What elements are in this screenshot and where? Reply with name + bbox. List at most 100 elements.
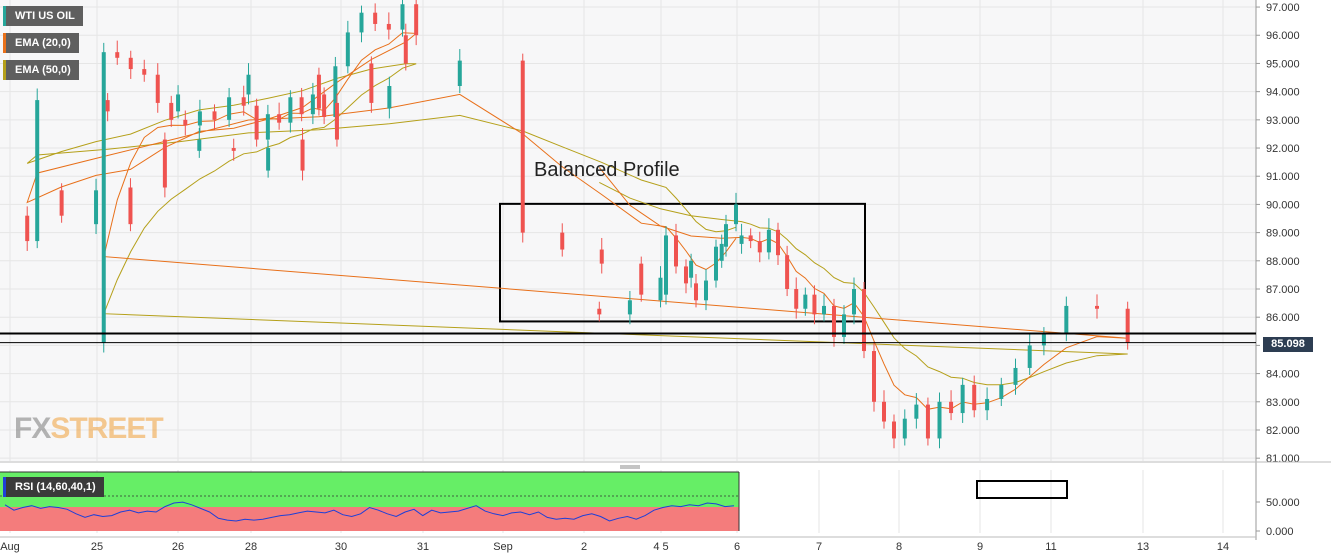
- candle-body: [1041, 334, 1046, 346]
- price-tick-label: 81.000: [1266, 453, 1300, 465]
- candle-body: [359, 12, 364, 33]
- balanced-profile-box: [499, 202, 866, 323]
- price-tick-label: 82.000: [1266, 425, 1300, 437]
- candle-body: [373, 12, 378, 24]
- candle-body: [59, 190, 64, 216]
- candle-body: [128, 57, 133, 70]
- price-plot-area: [0, 0, 1256, 461]
- symbol-legend[interactable]: WTI US OIL: [3, 6, 83, 26]
- candle-body: [265, 114, 270, 140]
- candle-body: [176, 94, 181, 112]
- rsi-highlight-box: [976, 480, 1068, 499]
- candle-body: [128, 187, 133, 225]
- candle-body: [674, 235, 678, 267]
- price-axis: 97.000 96.000 95.000 94.000 93.000 92.000 91.0…: [1255, 0, 1300, 540]
- candle-body: [322, 94, 327, 118]
- candle-body: [704, 280, 708, 301]
- fxstreet-logo: FXSTREET: [14, 412, 164, 445]
- candle-body: [183, 119, 188, 126]
- candle-body: [1027, 345, 1032, 368]
- rsi-legend[interactable]: RSI (14,60,40,1): [3, 477, 104, 497]
- rsi-tick-label: 0.000: [1266, 526, 1294, 538]
- pane-divider[interactable]: [620, 465, 640, 469]
- candle-body: [169, 102, 174, 120]
- candle-body: [310, 94, 315, 115]
- candle-body: [212, 111, 217, 120]
- price-tick-label: 96.000: [1266, 30, 1300, 42]
- candle-body: [914, 404, 919, 419]
- price-tick-label: 89.000: [1266, 228, 1300, 240]
- candle-body: [972, 384, 977, 411]
- candle-body: [414, 4, 419, 36]
- ema50-legend[interactable]: EMA (50,0): [3, 60, 79, 80]
- ema50-line: [26, 63, 1128, 386]
- candle-body: [246, 74, 251, 95]
- candle-body: [862, 289, 866, 352]
- price-tick-label: 86.000: [1266, 312, 1300, 324]
- price-tick-label: 93.000: [1266, 115, 1300, 127]
- candle-body: [101, 52, 106, 343]
- candle-body: [299, 97, 304, 115]
- candle-body: [94, 190, 99, 225]
- candle-body: [457, 60, 462, 86]
- time-tick-label: 26: [172, 541, 184, 553]
- candle-body: [155, 74, 160, 103]
- candle-body: [734, 204, 738, 225]
- candle-body: [241, 97, 246, 106]
- candle-body: [748, 235, 753, 242]
- candle-body: [960, 384, 965, 414]
- price-tick-label: 87.000: [1266, 284, 1300, 296]
- time-tick-label: Sep: [493, 541, 513, 553]
- candle-body: [227, 97, 232, 120]
- time-tick-label: 2: [581, 541, 587, 553]
- candle-body: [689, 260, 694, 278]
- candle-body: [231, 148, 236, 151]
- candle-body: [719, 243, 724, 261]
- candle-body: [925, 404, 930, 439]
- candle-body: [105, 100, 110, 112]
- candle-body: [403, 35, 408, 64]
- candle-body: [757, 241, 762, 253]
- candle-body: [684, 266, 688, 284]
- candle-body: [664, 235, 668, 295]
- price-tick-label: 91.000: [1266, 171, 1300, 183]
- price-tick-label: 97.000: [1266, 2, 1300, 14]
- price-tick-label: 88.000: [1266, 256, 1300, 268]
- candle-body: [985, 398, 990, 411]
- candle-body: [520, 60, 525, 233]
- candle-body: [694, 283, 698, 301]
- time-tick-label: 13: [1137, 541, 1149, 553]
- candle-body: [714, 246, 718, 281]
- candle-body: [197, 111, 202, 126]
- candle-body: [852, 289, 856, 315]
- price-tick-label: 94.000: [1266, 87, 1300, 99]
- candle-body: [902, 418, 907, 439]
- candle-body: [25, 215, 30, 242]
- candle-body: [724, 224, 728, 247]
- time-tick-label: 25: [91, 541, 103, 553]
- ema20-legend[interactable]: EMA (20,0): [3, 33, 79, 53]
- candle-body: [560, 232, 565, 250]
- candle-body: [627, 300, 632, 315]
- candle-body: [266, 148, 271, 171]
- candle-body: [1125, 308, 1130, 343]
- candle-body: [739, 235, 744, 244]
- time-tick-label: 8: [896, 541, 902, 553]
- candle-body: [1095, 305, 1099, 309]
- candle-body: [115, 52, 120, 58]
- candle-body: [333, 66, 338, 118]
- candle-body: [822, 305, 826, 315]
- candle-body: [882, 401, 886, 422]
- price-tick-label: 92.000: [1266, 143, 1300, 155]
- candle-body: [316, 74, 321, 109]
- time-tick-label: 9: [977, 541, 983, 553]
- candle-body: [300, 139, 305, 171]
- candle-body: [254, 105, 259, 140]
- rsi-oversold-zone: [0, 507, 739, 531]
- candle-body: [872, 351, 876, 402]
- candle-body: [162, 139, 167, 188]
- time-tick-label: 28: [245, 541, 257, 553]
- candle-body: [639, 263, 644, 295]
- candle-body: [277, 114, 282, 123]
